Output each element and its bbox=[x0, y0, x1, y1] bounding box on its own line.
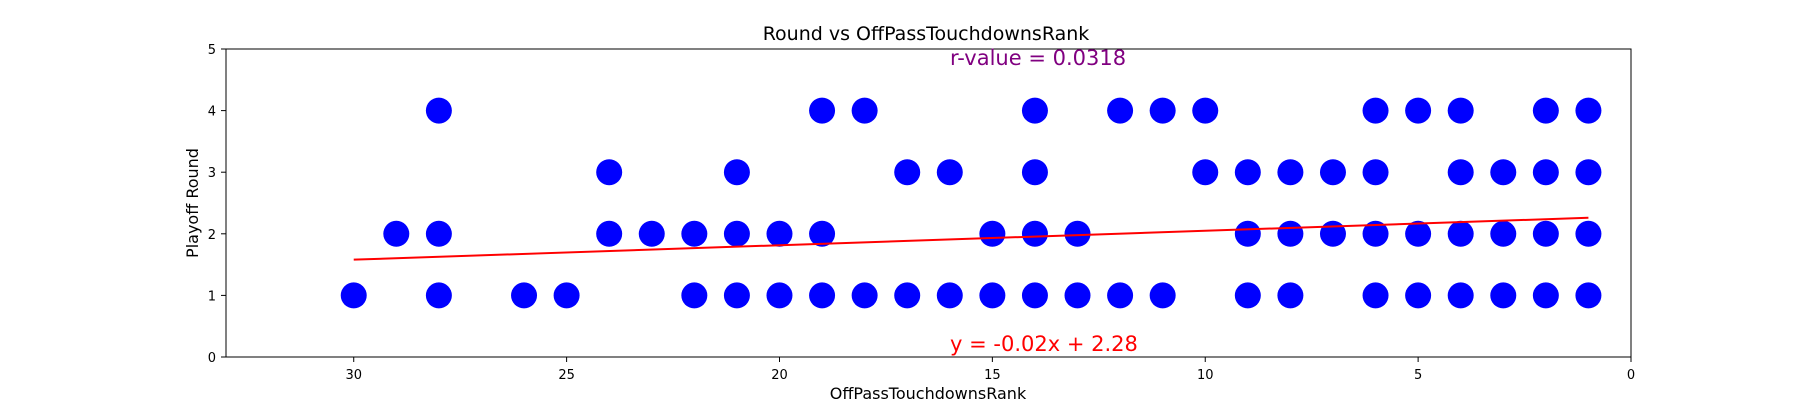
data-point bbox=[1362, 220, 1389, 247]
data-point bbox=[1532, 97, 1559, 124]
data-point bbox=[383, 220, 410, 247]
x-tick-label: 25 bbox=[558, 368, 575, 383]
data-point bbox=[1064, 282, 1091, 309]
data-point bbox=[809, 220, 836, 247]
data-point bbox=[1362, 282, 1389, 309]
x-tick-label: 15 bbox=[984, 368, 1001, 383]
data-point bbox=[723, 282, 750, 309]
y-tick-label: 2 bbox=[208, 228, 216, 243]
data-point bbox=[894, 282, 921, 309]
data-point bbox=[1319, 159, 1346, 186]
y-tick-label: 1 bbox=[208, 289, 216, 304]
data-point bbox=[1532, 282, 1559, 309]
y-axis-label: Playoff Round bbox=[183, 148, 202, 258]
data-point bbox=[1447, 282, 1474, 309]
data-point bbox=[979, 282, 1006, 309]
data-point bbox=[766, 220, 793, 247]
data-point bbox=[936, 159, 963, 186]
data-point bbox=[553, 282, 580, 309]
regression-equation-label: y = -0.02x + 2.28 bbox=[950, 332, 1138, 356]
x-tick-label: 20 bbox=[771, 368, 788, 383]
x-axis-label: OffPassTouchdownsRank bbox=[830, 384, 1027, 400]
data-point bbox=[1021, 97, 1048, 124]
data-point bbox=[851, 97, 878, 124]
data-point bbox=[723, 159, 750, 186]
data-point bbox=[1575, 97, 1602, 124]
data-point bbox=[596, 220, 623, 247]
data-point bbox=[851, 282, 878, 309]
regression-line bbox=[353, 216, 1589, 261]
data-point bbox=[1021, 159, 1048, 186]
data-point bbox=[1149, 97, 1176, 124]
data-point bbox=[425, 282, 452, 309]
data-point bbox=[936, 282, 963, 309]
data-point bbox=[894, 159, 921, 186]
x-tick-label: 0 bbox=[1627, 368, 1635, 383]
data-point bbox=[1107, 97, 1134, 124]
data-point bbox=[1277, 159, 1304, 186]
data-point bbox=[1064, 220, 1091, 247]
data-point bbox=[1192, 159, 1219, 186]
data-point bbox=[1405, 282, 1432, 309]
y-axis-ticks: 0 1 2 3 4 5 bbox=[208, 43, 226, 366]
y-tick-label: 3 bbox=[208, 166, 216, 181]
data-point bbox=[1277, 220, 1304, 247]
data-point bbox=[1575, 220, 1602, 247]
y-tick-label: 4 bbox=[208, 105, 216, 120]
data-point bbox=[1447, 97, 1474, 124]
r-value-label: r-value = 0.0318 bbox=[950, 46, 1126, 70]
data-point bbox=[1234, 282, 1261, 309]
data-point bbox=[1277, 282, 1304, 309]
data-point bbox=[681, 220, 708, 247]
data-point bbox=[681, 282, 708, 309]
data-point bbox=[809, 97, 836, 124]
data-point bbox=[1447, 159, 1474, 186]
data-point bbox=[638, 220, 665, 247]
data-point bbox=[1192, 97, 1219, 124]
y-tick-label: 0 bbox=[208, 351, 216, 366]
data-point bbox=[979, 220, 1006, 247]
data-point bbox=[809, 282, 836, 309]
data-point bbox=[340, 282, 367, 309]
chart-title: Round vs OffPassTouchdownsRank bbox=[763, 23, 1090, 45]
data-point bbox=[1490, 159, 1517, 186]
data-point bbox=[1405, 220, 1432, 247]
data-point bbox=[1107, 282, 1134, 309]
data-point bbox=[1532, 220, 1559, 247]
x-tick-label: 10 bbox=[1197, 368, 1214, 383]
data-point bbox=[1362, 97, 1389, 124]
data-point bbox=[596, 159, 623, 186]
data-point bbox=[1234, 159, 1261, 186]
x-tick-label: 30 bbox=[345, 368, 362, 383]
data-point bbox=[1319, 220, 1346, 247]
data-point bbox=[1575, 159, 1602, 186]
data-point bbox=[1490, 220, 1517, 247]
data-point bbox=[1149, 282, 1176, 309]
data-point bbox=[1532, 159, 1559, 186]
x-axis-ticks: 30 25 20 15 10 5 0 bbox=[345, 357, 1635, 383]
data-point bbox=[1362, 159, 1389, 186]
y-tick-label: 5 bbox=[208, 43, 216, 58]
scatter-points bbox=[340, 97, 1602, 309]
data-point bbox=[1234, 220, 1261, 247]
data-point bbox=[511, 282, 538, 309]
plot-frame bbox=[225, 48, 1632, 358]
data-point bbox=[1021, 220, 1048, 247]
data-point bbox=[1575, 282, 1602, 309]
data-point bbox=[425, 220, 452, 247]
data-point bbox=[1447, 220, 1474, 247]
data-point bbox=[1021, 282, 1048, 309]
data-point bbox=[425, 97, 452, 124]
x-tick-label: 5 bbox=[1414, 368, 1422, 383]
data-point bbox=[723, 220, 750, 247]
data-point bbox=[1490, 282, 1517, 309]
data-point bbox=[1405, 97, 1432, 124]
data-point bbox=[766, 282, 793, 309]
